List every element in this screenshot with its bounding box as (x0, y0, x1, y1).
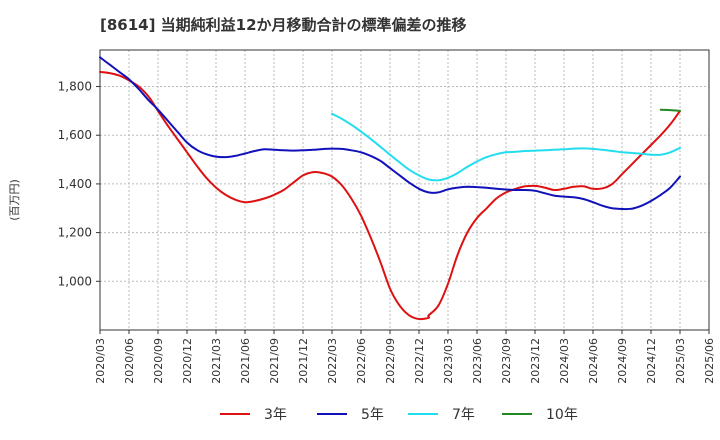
series-line-1 (99, 70, 681, 321)
y-tick-label: 1,800 (58, 80, 92, 94)
x-tick-label: 2021/03 (210, 338, 223, 384)
x-tick-label: 2021/06 (239, 338, 252, 384)
x-tick-label: 2025/06 (703, 338, 716, 384)
x-tick-label: 2023/09 (500, 338, 513, 384)
x-tick-label: 2025/03 (674, 338, 687, 384)
x-tick-label: 2022/09 (384, 338, 397, 384)
x-tick-label: 2023/12 (529, 338, 542, 384)
y-tick-label: 1,400 (58, 177, 92, 191)
x-tick-label: 2020/06 (123, 338, 136, 384)
x-tick-label: 2022/06 (355, 338, 368, 384)
x-tick-label: 2023/03 (442, 338, 455, 384)
series-line-4 (659, 108, 681, 112)
x-tick-label: 2024/06 (587, 338, 600, 384)
x-tick-label: 2020/03 (94, 338, 107, 384)
y-tick-label: 1,000 (58, 274, 92, 288)
series-layer (99, 56, 681, 321)
x-tick-label: 2021/09 (268, 338, 281, 384)
x-tick-label: 2024/03 (558, 338, 571, 384)
x-tick-label: 2020/09 (152, 338, 165, 384)
y-tick-label: 1,200 (58, 226, 92, 240)
x-tick-label: 2023/06 (471, 338, 484, 384)
series-line-2 (99, 56, 681, 211)
legend-label: 3年 (264, 407, 287, 423)
legend: 3年 5年 7年 10年 (220, 407, 578, 423)
chart-title: [8614] 当期純利益12か月移動合計の標準偏差の推移 (100, 16, 467, 34)
x-tick-label: 2022/03 (326, 338, 339, 384)
x-axis: 2020/03 2020/06 2020/09 2020/12 2021/03 2021/… (94, 330, 716, 384)
plot-frame (99, 49, 710, 331)
x-tick-label: 2020/12 (181, 338, 194, 384)
x-tick-label: 2022/12 (413, 338, 426, 384)
y-axis-label: (百万円) (8, 179, 21, 221)
grid-layer (99, 50, 710, 330)
legend-label: 7年 (452, 407, 475, 423)
x-tick-label: 2024/09 (616, 338, 629, 384)
y-axis: 1,000 1,200 1,400 1,600 1,800 (58, 80, 100, 288)
legend-label: 10年 (546, 407, 578, 423)
legend-label: 5年 (361, 407, 384, 423)
y-tick-label: 1,600 (58, 128, 92, 142)
series-line-3 (331, 112, 681, 182)
x-tick-label: 2024/12 (645, 338, 658, 384)
x-tick-label: 2021/12 (297, 338, 310, 384)
